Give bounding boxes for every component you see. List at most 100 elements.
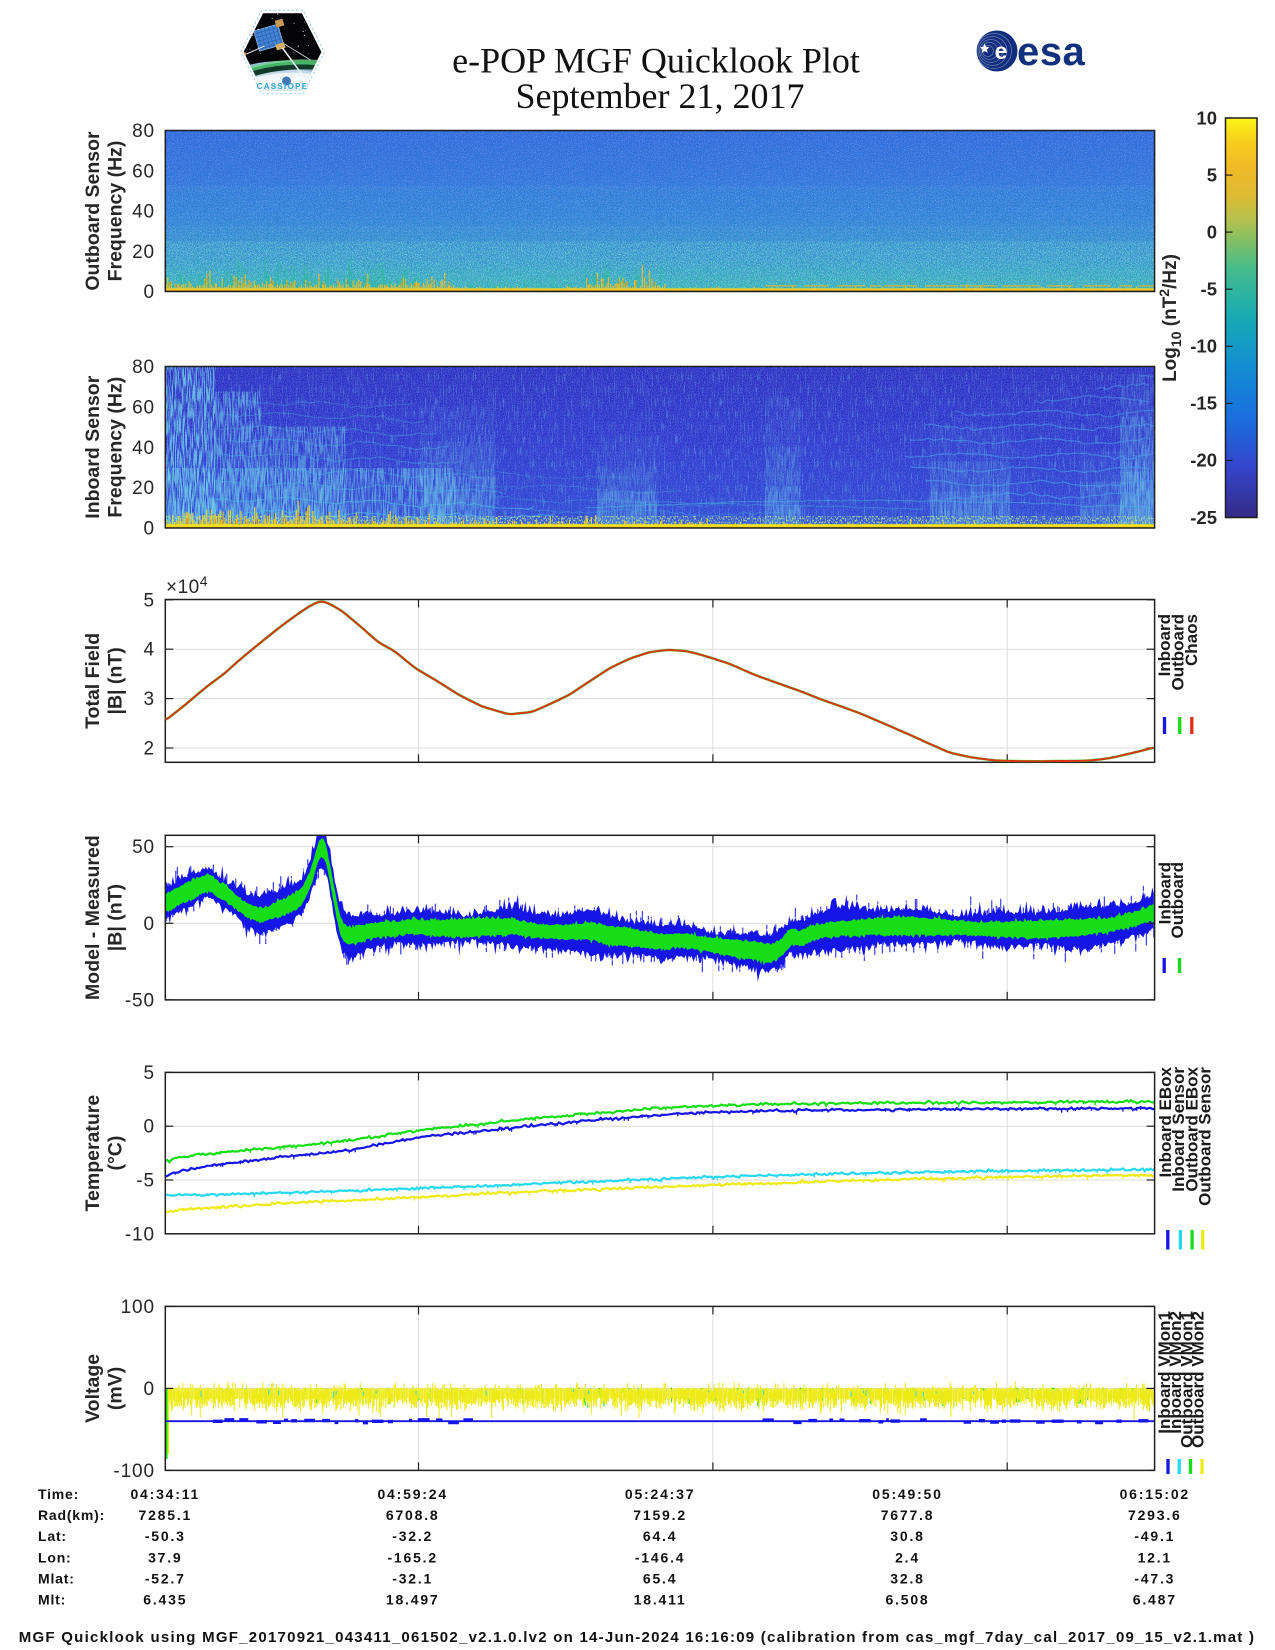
- svg-text:6.435: 6.435: [143, 1592, 187, 1608]
- svg-text:Total Field: Total Field: [82, 633, 104, 729]
- svg-text:5: 5: [144, 590, 155, 611]
- svg-text:0: 0: [1207, 221, 1217, 242]
- svg-text:Mlat:: Mlat:: [38, 1570, 75, 1586]
- svg-text:Inboard: Inboard: [1155, 614, 1174, 676]
- svg-text:-47.3: -47.3: [1134, 1570, 1175, 1586]
- svg-text:esa: esa: [1017, 30, 1085, 74]
- svg-text:5: 5: [1207, 164, 1217, 185]
- svg-text:30.8: 30.8: [890, 1528, 924, 1544]
- svg-text:6708.8: 6708.8: [386, 1507, 440, 1523]
- svg-text:-5: -5: [136, 1171, 155, 1192]
- svg-text:-52.7: -52.7: [145, 1570, 186, 1586]
- svg-text:-49.1: -49.1: [1134, 1528, 1175, 1544]
- svg-text:-10: -10: [1190, 336, 1217, 357]
- svg-text:September 21, 2017: September 21, 2017: [516, 76, 805, 116]
- svg-text:Outboard VMon2: Outboard VMon2: [1189, 1311, 1208, 1448]
- svg-text:Outboard: Outboard: [1169, 614, 1188, 691]
- svg-text:05:24:37: 05:24:37: [625, 1486, 695, 1502]
- svg-text:2.4: 2.4: [895, 1549, 920, 1565]
- svg-text:40: 40: [132, 438, 155, 459]
- svg-text:10: 10: [1196, 107, 1217, 128]
- svg-text:MGF Quicklook using MGF_201709: MGF Quicklook using MGF_20170921_043411_…: [19, 1629, 1255, 1646]
- svg-text:Frequency (Hz): Frequency (Hz): [105, 377, 127, 518]
- svg-text:65.4: 65.4: [643, 1570, 677, 1586]
- svg-text:0: 0: [144, 1117, 155, 1138]
- svg-text:Voltage: Voltage: [82, 1354, 104, 1423]
- svg-text:(°C): (°C): [105, 1136, 127, 1171]
- svg-text:20: 20: [132, 242, 155, 263]
- svg-text:-100: -100: [113, 1461, 155, 1482]
- svg-text:05:49:50: 05:49:50: [872, 1486, 942, 1502]
- svg-text:(mV): (mV): [105, 1367, 127, 1410]
- svg-text:7159.2: 7159.2: [633, 1507, 687, 1523]
- svg-text:6.508: 6.508: [885, 1592, 929, 1608]
- svg-text:12.1: 12.1: [1138, 1549, 1172, 1565]
- svg-text:7293.6: 7293.6: [1128, 1507, 1182, 1523]
- svg-text:Inboard Sensor: Inboard Sensor: [1169, 1067, 1188, 1192]
- svg-text:Mlt:: Mlt:: [38, 1592, 66, 1608]
- svg-text:-32.1: -32.1: [392, 1570, 433, 1586]
- svg-text:Inboard Sensor: Inboard Sensor: [82, 375, 104, 518]
- svg-text:Frequency (Hz): Frequency (Hz): [105, 141, 127, 282]
- svg-text:100: 100: [121, 1297, 155, 1318]
- svg-text:40: 40: [132, 202, 155, 223]
- svg-text:60: 60: [132, 161, 155, 182]
- svg-text:Log10 (nT2/Hz): Log10 (nT2/Hz): [1156, 254, 1184, 382]
- svg-text:Outboard: Outboard: [1168, 862, 1187, 939]
- svg-text:Outboard Sensor: Outboard Sensor: [82, 131, 104, 291]
- svg-text:Outboard EBox: Outboard EBox: [1182, 1066, 1201, 1191]
- svg-text:Temperature: Temperature: [82, 1095, 104, 1212]
- svg-text:5: 5: [144, 1063, 155, 1084]
- svg-text:-10: -10: [125, 1224, 155, 1245]
- svg-text:80: 80: [132, 121, 155, 142]
- svg-text:-165.2: -165.2: [387, 1549, 438, 1565]
- svg-text:Model - Measured: Model - Measured: [82, 835, 104, 1000]
- svg-text:-32.2: -32.2: [392, 1528, 433, 1544]
- svg-text:04:34:11: 04:34:11: [130, 1486, 200, 1502]
- svg-text:80: 80: [132, 357, 155, 378]
- svg-text:-50.3: -50.3: [145, 1528, 186, 1544]
- svg-text:20: 20: [132, 478, 155, 499]
- svg-text:-20: -20: [1190, 450, 1217, 471]
- svg-text:Inboard: Inboard: [1155, 862, 1174, 924]
- svg-text:-25: -25: [1190, 507, 1217, 528]
- svg-text:Lon:: Lon:: [38, 1549, 72, 1565]
- svg-text:Inboard EBox: Inboard EBox: [1156, 1066, 1175, 1177]
- svg-text:2: 2: [144, 739, 155, 760]
- svg-text:-15: -15: [1190, 393, 1217, 414]
- svg-text:37.9: 37.9: [148, 1549, 182, 1565]
- svg-text:7285.1: 7285.1: [138, 1507, 192, 1523]
- svg-text:-146.4: -146.4: [635, 1549, 686, 1565]
- svg-text:18.497: 18.497: [386, 1592, 440, 1608]
- svg-text:Inboard VMon2: Inboard VMon2: [1166, 1311, 1185, 1434]
- svg-text:0: 0: [144, 914, 155, 935]
- svg-text:60: 60: [132, 397, 155, 418]
- svg-text:06:15:02: 06:15:02: [1120, 1486, 1190, 1502]
- svg-text:32.8: 32.8: [890, 1570, 924, 1586]
- svg-text:Outboard VMon1: Outboard VMon1: [1177, 1311, 1196, 1448]
- svg-text:Lat:: Lat:: [38, 1528, 67, 1544]
- svg-text:7677.8: 7677.8: [881, 1507, 935, 1523]
- svg-text:e-POP MGF Quicklook Plot: e-POP MGF Quicklook Plot: [452, 41, 860, 81]
- svg-text:CASSIOPE: CASSIOPE: [257, 82, 309, 91]
- svg-text:Outboard Sensor: Outboard Sensor: [1196, 1067, 1215, 1206]
- svg-text:Time:: Time:: [38, 1486, 79, 1502]
- svg-text:|B| (nT): |B| (nT): [105, 647, 127, 714]
- svg-text:Rad(km):: Rad(km):: [38, 1507, 105, 1523]
- svg-text:0: 0: [144, 519, 155, 540]
- svg-text:-5: -5: [1201, 279, 1217, 300]
- svg-text:50: 50: [132, 837, 155, 858]
- svg-text:64.4: 64.4: [643, 1528, 677, 1544]
- svg-text:0: 0: [144, 1379, 155, 1400]
- svg-text:Inboard VMon1: Inboard VMon1: [1155, 1311, 1174, 1434]
- svg-text:|B| (nT): |B| (nT): [105, 884, 127, 951]
- svg-text:Chaos: Chaos: [1182, 614, 1201, 666]
- svg-text:18.411: 18.411: [634, 1592, 687, 1608]
- svg-text:-50: -50: [125, 990, 155, 1011]
- svg-text:04:59:24: 04:59:24: [377, 1486, 447, 1502]
- svg-text:0: 0: [144, 282, 155, 303]
- svg-text:4: 4: [144, 640, 155, 661]
- svg-text:6.487: 6.487: [1133, 1592, 1177, 1608]
- svg-text:e: e: [995, 38, 1008, 64]
- svg-text:3: 3: [144, 689, 155, 710]
